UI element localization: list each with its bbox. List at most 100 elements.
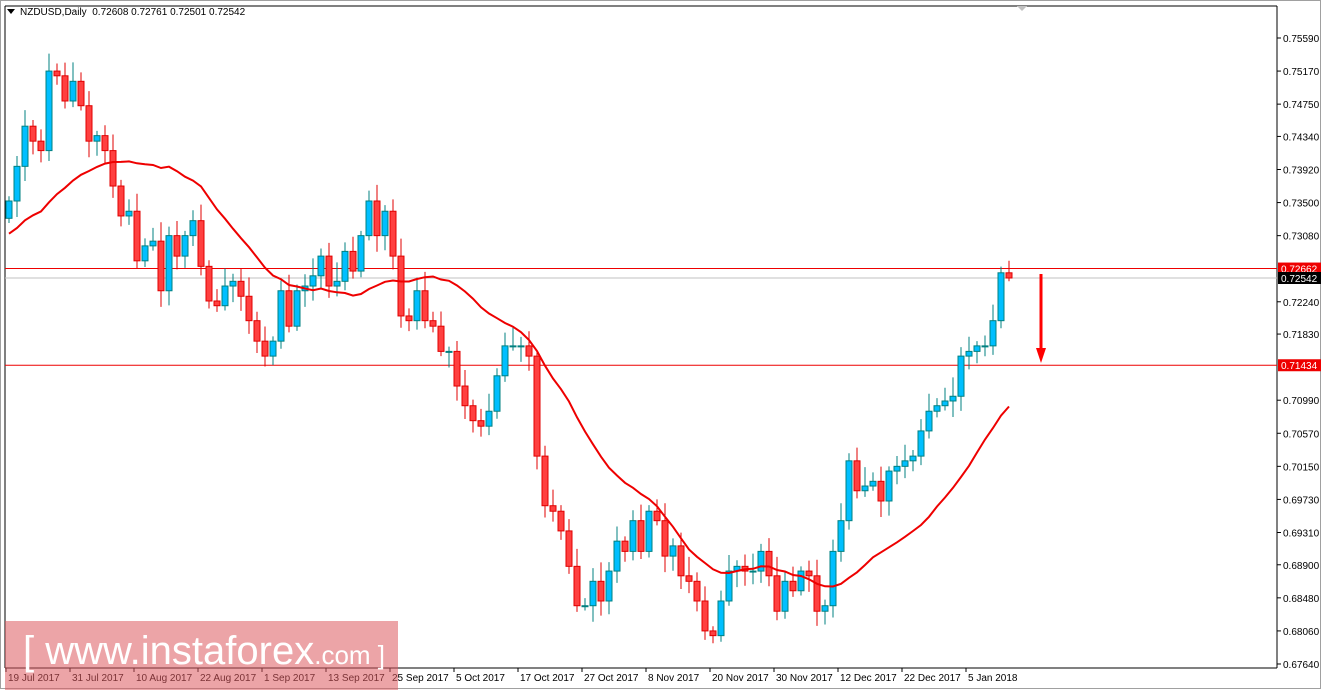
bull-candle	[165, 235, 173, 292]
level-price-tag	[1278, 359, 1321, 372]
bull-candle	[581, 605, 589, 608]
bull-candle	[485, 410, 493, 427]
bull-candle	[365, 200, 373, 237]
bull-candle	[781, 580, 789, 612]
bear-candle	[813, 575, 821, 612]
bear-candle	[117, 185, 125, 217]
bull-candle	[829, 550, 837, 607]
bear-candle	[109, 150, 117, 187]
bull-candle	[909, 455, 917, 462]
bull-candle	[141, 245, 149, 262]
bear-candle	[325, 255, 333, 287]
x-tick-label: 5 Jan 2018	[968, 673, 1018, 684]
bear-candle	[477, 420, 485, 427]
bear-candle	[389, 210, 397, 257]
y-tick-label: 0.70570	[1283, 429, 1320, 440]
bull-candle	[413, 290, 421, 322]
candles	[5, 53, 1013, 644]
y-tick-label: 0.73080	[1283, 232, 1320, 243]
bull-candle	[797, 570, 805, 592]
watermark-text: [ www.instaforex	[23, 629, 315, 673]
bear-candle	[349, 250, 357, 272]
bear-candle	[85, 105, 93, 142]
bear-candle	[773, 575, 781, 612]
bear-candle	[285, 290, 293, 327]
bull-candle	[717, 600, 725, 637]
bull-candle	[589, 580, 597, 607]
bear-candle	[101, 135, 109, 152]
shift-marker-icon	[1017, 6, 1027, 11]
bear-candle	[805, 570, 813, 577]
bull-candle	[861, 485, 869, 492]
bear-candle	[685, 575, 693, 582]
current-price-label: 0.72542	[1281, 274, 1318, 285]
y-tick-label: 0.73500	[1283, 199, 1320, 210]
bear-candle	[693, 580, 701, 602]
bear-candle	[133, 210, 141, 262]
bear-candle	[461, 385, 469, 407]
bull-candle	[149, 240, 157, 247]
bull-candle	[493, 375, 501, 412]
bear-candle	[621, 540, 629, 552]
bear-candle	[205, 265, 213, 302]
bear-candle	[429, 320, 437, 327]
bear-candle	[469, 405, 477, 422]
bull-candle	[341, 250, 349, 282]
bear-candle	[565, 530, 573, 567]
x-tick-label: 5 Oct 2017	[456, 673, 505, 684]
bull-candle	[357, 235, 365, 272]
bull-candle	[181, 235, 189, 257]
y-tick-label: 0.70990	[1283, 396, 1320, 407]
bull-candle	[645, 510, 653, 552]
y-tick-label: 0.74340	[1283, 132, 1320, 143]
x-tick-label: 12 Dec 2017	[840, 673, 897, 684]
bear-candle	[421, 290, 429, 322]
bull-candle	[629, 520, 637, 552]
bear-candle	[1005, 272, 1013, 279]
y-tick-label: 0.71830	[1283, 330, 1320, 341]
x-tick-label: 27 Oct 2017	[584, 673, 639, 684]
bull-candle	[845, 460, 853, 522]
bear-candle	[877, 480, 885, 502]
bear-candle	[173, 235, 181, 257]
bull-candle	[229, 280, 237, 287]
bull-candle	[221, 285, 229, 307]
bull-candle	[13, 165, 21, 202]
y-tick-label: 0.72240	[1283, 298, 1320, 309]
bull-candle	[5, 200, 13, 219]
bull-candle	[509, 345, 517, 348]
bear-candle	[597, 580, 605, 602]
bear-candle	[541, 455, 549, 507]
bear-candle	[453, 350, 461, 387]
bear-candle	[405, 315, 413, 322]
bull-candle	[933, 405, 941, 412]
bear-candle	[29, 125, 37, 142]
y-tick-label: 0.68060	[1283, 627, 1320, 638]
y-tick-label: 0.69730	[1283, 495, 1320, 506]
bull-candle	[269, 340, 277, 357]
bull-candle	[69, 80, 77, 102]
y-tick-label: 0.69310	[1283, 528, 1320, 539]
bear-candle	[637, 520, 645, 552]
bull-candle	[125, 210, 133, 217]
y-tick-label: 0.75590	[1283, 34, 1320, 45]
x-tick-label: 17 Oct 2017	[520, 673, 575, 684]
bull-candle	[21, 125, 29, 167]
bull-candle	[293, 290, 301, 327]
bull-candle	[725, 570, 733, 602]
bull-candle	[317, 255, 325, 277]
bull-candle	[869, 480, 877, 487]
level-price-label: 0.72662	[1281, 265, 1318, 276]
bear-candle	[261, 340, 269, 357]
symbol-label: NZDUSD,Daily	[20, 7, 87, 18]
bear-candle	[253, 320, 261, 342]
bull-candle	[997, 272, 1005, 322]
dropdown-triangle-icon[interactable]	[7, 9, 15, 14]
bear-candle	[213, 300, 221, 307]
bull-candle	[925, 410, 933, 432]
bear-candle	[237, 280, 245, 297]
bull-candle	[613, 540, 621, 572]
bull-candle	[981, 345, 989, 348]
